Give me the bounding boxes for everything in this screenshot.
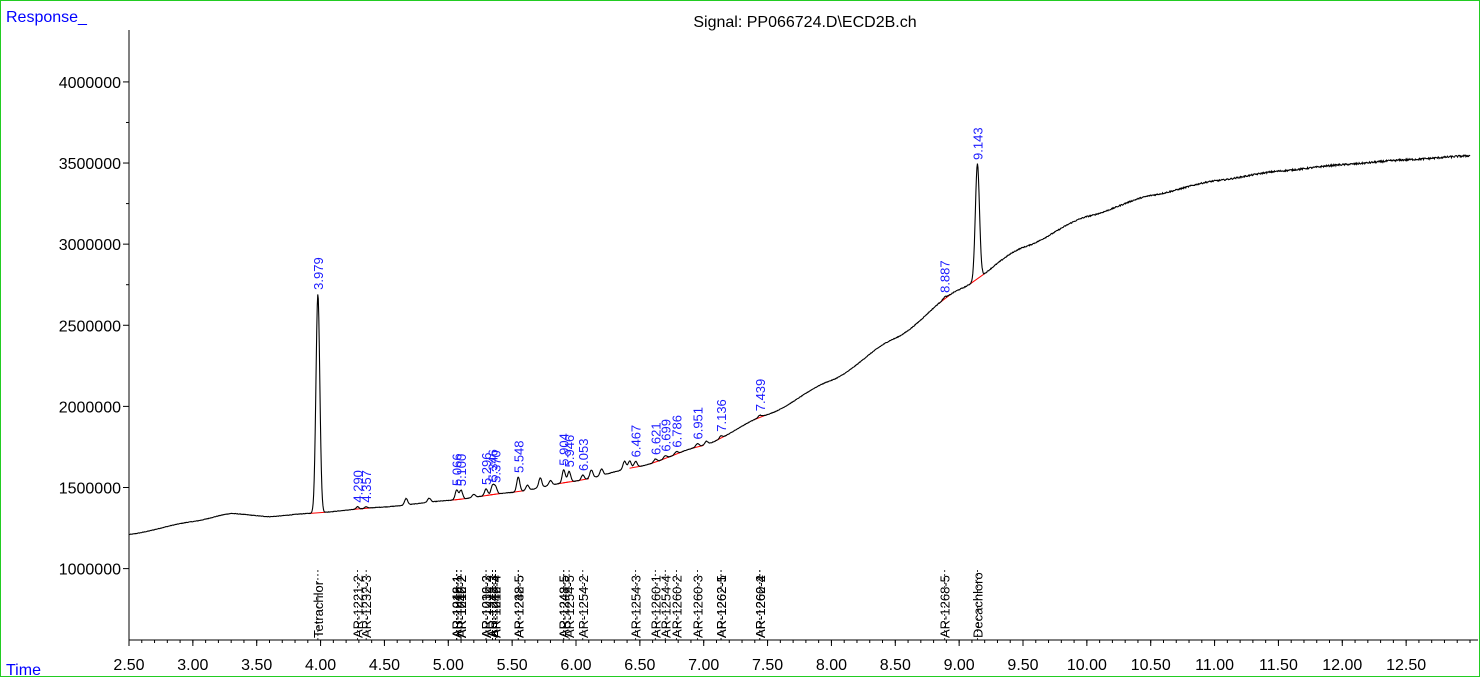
compound-label: AR-1248-5 — [557, 575, 572, 638]
chart-title: Signal: PP066724.D\ECD2B.ch — [693, 14, 916, 31]
x-tick-label: 3.50 — [241, 657, 272, 674]
compound-label: AR-1254-5 — [562, 575, 577, 638]
peak-label: 6.786 — [669, 415, 684, 448]
x-tick-label: 9.00 — [944, 657, 975, 674]
x-tick-label: 12.50 — [1386, 657, 1426, 674]
peak-label: 6.699 — [658, 419, 673, 452]
x-tick-label: 4.00 — [305, 657, 336, 674]
peak-label: 5.346 — [485, 449, 500, 482]
compound-label: Decachloro — [970, 572, 985, 638]
compound-label: AR-1260-1 — [648, 575, 663, 638]
peak-label: 6.951 — [690, 407, 705, 440]
y-tick-label: 1500000 — [59, 481, 121, 498]
x-tick-label: 11.00 — [1195, 657, 1234, 674]
peak-label: 4.290 — [351, 470, 366, 503]
peak-label: 3.979 — [311, 257, 326, 290]
compound-label: AR-1254-2 — [576, 575, 591, 638]
x-tick-label: 11.50 — [1259, 657, 1298, 674]
peak-label: 5.548 — [511, 440, 526, 473]
compound-label: AR-1016-2 — [454, 575, 469, 638]
compound-label: AR-1242-2 — [454, 575, 469, 638]
x-tick-label: 6.00 — [560, 657, 591, 674]
compound-label: AR-1262-5 — [714, 575, 729, 638]
x-tick-label: 5.50 — [497, 657, 528, 674]
peak-label: 6.621 — [648, 422, 663, 455]
y-tick-label: 1000000 — [59, 562, 121, 579]
y-axis-title: Response_ — [6, 9, 88, 26]
compound-label: AR-1254-3 — [629, 575, 644, 638]
peak-label: 7.136 — [714, 399, 729, 432]
y-tick-label: 4000000 — [59, 75, 121, 92]
peak-label: 5.370 — [489, 450, 504, 483]
peak-label: 7.439 — [753, 379, 768, 412]
compound-label: AR-1262-1 — [714, 575, 729, 638]
peak-label: 5.904 — [557, 433, 572, 466]
compound-label: AR-1242-4 — [489, 575, 504, 638]
peak-label: 8.887 — [938, 260, 953, 293]
peak-label: 4.357 — [359, 470, 374, 503]
compound-label: AR-1016-3 — [479, 575, 494, 638]
signal-trace — [128, 154, 1471, 536]
compound-label: AR-1248-5 — [511, 575, 526, 638]
compound-label: AR-1268-5 — [938, 575, 953, 638]
compound-label: AR-1016-4 — [489, 575, 504, 638]
x-tick-label: 3.00 — [177, 657, 208, 674]
peak-baseline — [310, 511, 326, 514]
compound-label: AR-1262-2 — [753, 575, 768, 638]
peak-label: 9.143 — [970, 127, 985, 160]
x-tick-label: 7.50 — [752, 657, 783, 674]
compound-markers: Tetrachlor AR-1221-2AR-1232-3 AR-1016-1AR-… — [311, 570, 985, 640]
x-tick-label: 8.50 — [880, 657, 911, 674]
compound-label: AR-1232-3 — [359, 575, 374, 638]
peak-baseline — [968, 272, 986, 285]
axes: 1000000 1500000 2000000 2500000 3000000 35000… — [59, 30, 1478, 674]
x-tick-label: 2.50 — [113, 657, 144, 674]
compound-label: AR-1232-2 — [479, 575, 494, 638]
compound-label: AR-1254-4 — [658, 575, 673, 638]
x-tick-label: 4.50 — [369, 657, 400, 674]
compound-label: AR-1232-5 — [511, 575, 526, 638]
y-tick-label: 3500000 — [59, 156, 121, 173]
x-axis-title: Time — [6, 662, 41, 679]
peak-label: 5.296 — [479, 452, 494, 485]
peak-label: 6.467 — [629, 425, 644, 458]
x-tick-label: 9.50 — [1007, 657, 1038, 674]
compound-label: AR-1242-5 — [557, 575, 572, 638]
x-tick-label: 6.50 — [624, 657, 655, 674]
compound-label: AR-1242-3 — [485, 575, 500, 638]
y-tick-label: 2500000 — [59, 318, 121, 335]
compound-label: AR-1260-2 — [669, 575, 684, 638]
x-tick-label: 8.00 — [816, 657, 847, 674]
compound-label: AR-1221-2 — [351, 575, 366, 638]
x-tick-label: 12.00 — [1322, 657, 1362, 674]
y-tick-label: 2000000 — [59, 399, 121, 416]
x-tick-label: 10.00 — [1067, 657, 1107, 674]
compound-label: Tetrachlor — [311, 580, 326, 638]
peak-label: 6.053 — [576, 439, 591, 472]
compound-label: AR-1260-4 — [753, 575, 768, 638]
compound-label: AR-1260-3 — [690, 575, 705, 638]
x-tick-label: 7.00 — [688, 657, 719, 674]
compound-label: AR-1248-2 — [454, 575, 469, 638]
peak-label: 5.100 — [454, 454, 469, 487]
x-tick-label: 5.00 — [433, 657, 464, 674]
peak-label: 5.946 — [562, 435, 577, 468]
peak-baselines — [310, 272, 986, 514]
x-tick-label: 10.50 — [1131, 657, 1171, 674]
compound-label: AR-1248-3 — [485, 575, 500, 638]
peak-label: 5.066 — [450, 453, 465, 486]
y-tick-label: 3000000 — [59, 237, 121, 254]
